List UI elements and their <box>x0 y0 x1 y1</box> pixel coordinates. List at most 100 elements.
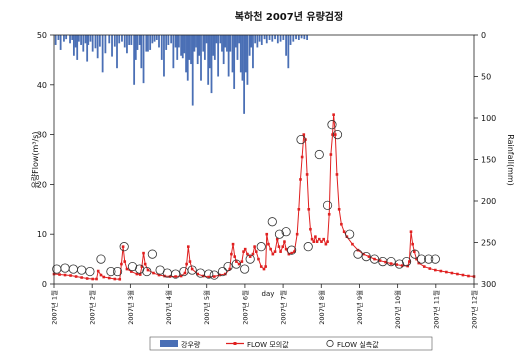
simulated-flow-point <box>102 275 106 279</box>
rainfall-bar <box>118 35 121 44</box>
rainfall-bar <box>207 35 210 85</box>
simulated-flow-point <box>254 250 258 253</box>
simulated-flow-point <box>152 271 155 275</box>
observed-flow-point <box>424 254 434 264</box>
rainfall-bar <box>258 35 261 42</box>
rainfall-bar <box>205 35 208 44</box>
rainfall-bar <box>268 35 271 40</box>
simulated-flow-point <box>279 250 282 253</box>
simulated-flow-point <box>428 267 432 270</box>
rainfall-bar <box>108 35 111 44</box>
rainfall-bar <box>219 35 222 44</box>
rainfall-bar <box>111 35 113 57</box>
simulated-flow-point <box>157 273 161 277</box>
simulated-flow-point <box>91 277 94 281</box>
simulated-flow-point <box>378 259 382 262</box>
observed-flow-points <box>52 120 440 280</box>
simulated-flow-point <box>439 269 443 273</box>
y-tick-label-left: 10 <box>37 230 47 239</box>
simulated-flow-point <box>125 267 129 271</box>
x-tick-label: 2007년 9월 <box>355 290 364 325</box>
simulated-flow-point <box>297 208 301 211</box>
simulated-flow-point <box>185 262 188 266</box>
rainfall-bar <box>86 35 89 62</box>
observed-flow-point <box>96 254 106 264</box>
rainfall-bar <box>185 35 187 73</box>
simulated-flow-point <box>302 133 306 136</box>
rainfall-bar <box>63 35 65 42</box>
simulated-flow-point <box>456 272 459 276</box>
simulated-flow-point <box>230 252 233 256</box>
rainfall-bar <box>231 35 234 73</box>
y-tick-label-left: 30 <box>37 131 47 140</box>
rainfall-bar <box>208 35 211 69</box>
y-tick-label-right: 250 <box>481 239 496 248</box>
rainfall-bar <box>113 35 116 47</box>
rainfall-bar <box>295 35 297 40</box>
simulated-flow-point <box>186 245 190 248</box>
simulated-flow-point <box>300 155 304 159</box>
simulated-flow-point <box>409 230 413 234</box>
simulated-flow-point <box>267 242 270 246</box>
rainfall-bar <box>260 35 263 45</box>
rainfall-bar <box>212 35 215 56</box>
simulated-flow-point <box>317 237 321 241</box>
x-tick-label: 2007년 12월 <box>470 290 479 329</box>
simulated-flow-point <box>332 113 335 116</box>
simulated-flow-point <box>422 265 426 268</box>
rainfall-bar <box>241 35 244 81</box>
simulated-flow-point <box>130 270 133 273</box>
rainfall-bar <box>134 35 137 60</box>
simulated-flow-point <box>188 260 192 263</box>
simulated-flow-point <box>228 267 232 271</box>
simulated-flow-point <box>293 250 296 253</box>
simulated-flow-point <box>74 275 78 278</box>
observed-flow-point <box>430 254 440 264</box>
x-tick-label: 2007년 11월 <box>431 290 440 329</box>
simulated-flow-point <box>248 255 252 258</box>
simulated-flow-point <box>384 260 387 264</box>
rainfall-bar <box>160 35 163 60</box>
simulated-flow-point <box>315 240 319 243</box>
simulated-flow-point <box>96 269 100 273</box>
observed-flow-point <box>245 254 255 264</box>
observed-flow-point <box>127 261 138 272</box>
simulated-flow-point <box>123 260 127 263</box>
legend-simulated-marker <box>233 342 237 345</box>
simulated-flow-point <box>231 242 235 246</box>
simulated-flow-point <box>299 178 302 181</box>
rainfall-bar <box>71 35 74 40</box>
simulated-flow-point <box>80 276 83 279</box>
observed-flow-point <box>204 269 214 279</box>
rainfall-bar <box>98 35 101 47</box>
simulated-flow-point <box>324 242 328 246</box>
simulated-flow-point <box>179 274 183 278</box>
legend-simulated-label: FLOW 모의값 <box>247 340 289 349</box>
rainfall-bar <box>287 35 290 69</box>
rainfall-bar <box>279 35 282 42</box>
rainfall-bar <box>238 35 241 44</box>
simulated-flow-point <box>314 235 317 238</box>
simulated-flow-point <box>58 273 61 276</box>
simulated-flow-point <box>271 252 275 256</box>
observed-flow-point <box>361 252 371 262</box>
simulated-flow-point <box>69 274 72 277</box>
rainfall-bar <box>80 35 82 45</box>
y-tick-label-right: 50 <box>481 73 491 82</box>
simulated-flow-point <box>243 247 247 251</box>
simulated-flow-point <box>240 260 244 263</box>
observed-flow-point <box>281 227 291 237</box>
simulated-flow-point <box>224 272 227 276</box>
y-axis-label-left: 유량Flow(m³/s) <box>30 131 40 188</box>
observed-flow-point <box>170 269 181 279</box>
rainfall-bar <box>74 35 77 48</box>
rainfall-bar <box>292 35 295 42</box>
observed-flow-point <box>112 266 123 277</box>
observed-flow-point <box>332 130 343 140</box>
simulated-flow-point <box>417 261 421 265</box>
rainfall-bar <box>188 35 191 60</box>
observed-flow-point <box>142 266 152 277</box>
simulated-flow-point <box>373 257 376 261</box>
